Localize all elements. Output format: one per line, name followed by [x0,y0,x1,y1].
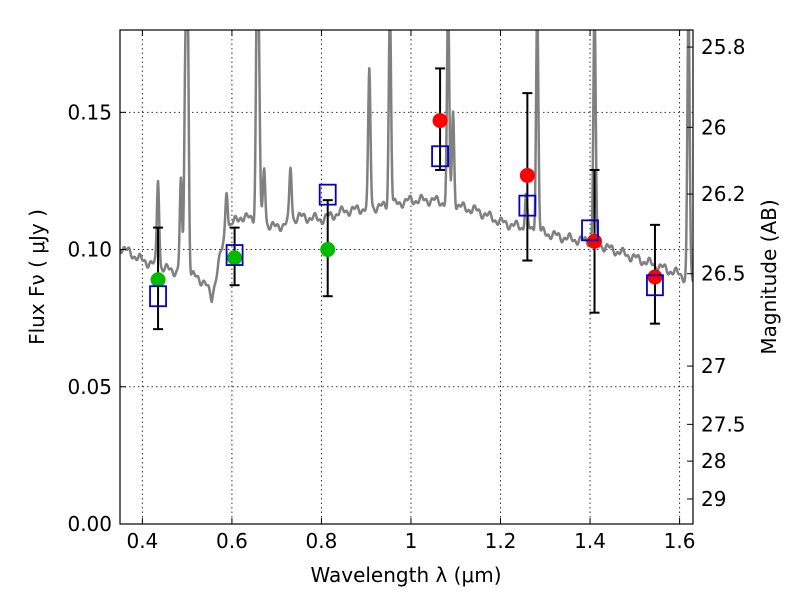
x-tick-label: 0.4 [126,529,158,553]
red-data-point [587,233,603,249]
right-tick-label: 29 [701,487,726,511]
right-tick-label: 26.2 [701,182,746,206]
right-axis-label: Magnitude (AB) [757,199,781,354]
model-photometry-square [318,183,337,206]
y-tick-label: 0.10 [67,238,112,262]
y-tick-label: 0.05 [67,375,112,399]
spectrum-layer [120,30,693,304]
right-tick-label: 25.8 [701,35,746,59]
marker-layer [149,113,664,308]
red-data-point [647,269,663,285]
x-tick-label: 0.8 [306,529,338,553]
right-tick-label: 28 [701,449,726,473]
red-data-point [519,167,535,183]
green-data-point [320,242,336,258]
x-tick-label: 1.2 [485,529,517,553]
model-photometry-square [225,244,244,266]
x-axis-label: Wavelength λ (μm) [310,563,501,587]
x-tick-label: 0.6 [216,529,248,553]
right-tick-label: 27.5 [701,412,746,436]
x-tick-label: 1 [405,529,418,553]
plot-frame [119,29,694,525]
y-tick-label: 0.00 [67,512,112,536]
grid [120,30,693,525]
right-axis-ticks: 25.8 26 26.2 26.5 27 27.5 28 29 [687,35,746,511]
x-tick-label: 1.6 [664,529,696,553]
green-data-point [227,250,243,266]
model-photometry-square [431,145,449,168]
model-photometry-square [581,219,599,242]
model-photometry-square [646,274,664,297]
red-data-point [432,113,448,129]
x-axis-ticks: 0.4 0.6 0.8 1 1.2 1.4 1.6 [126,30,695,553]
x-tick-label: 1.4 [574,529,606,553]
model-photometry-square [518,194,537,217]
right-tick-label: 26 [701,115,726,139]
spectrum-line [120,30,693,304]
y-axis-label: Flux Fν ( μJy ) [25,209,49,345]
green-data-point [150,272,166,288]
y-axis-ticks: 0.00 0.05 0.10 0.15 [67,100,126,536]
right-tick-label: 27 [701,354,726,378]
model-photometry-square [149,285,167,308]
right-tick-label: 26.5 [701,262,746,286]
y-tick-label: 0.15 [67,100,112,124]
